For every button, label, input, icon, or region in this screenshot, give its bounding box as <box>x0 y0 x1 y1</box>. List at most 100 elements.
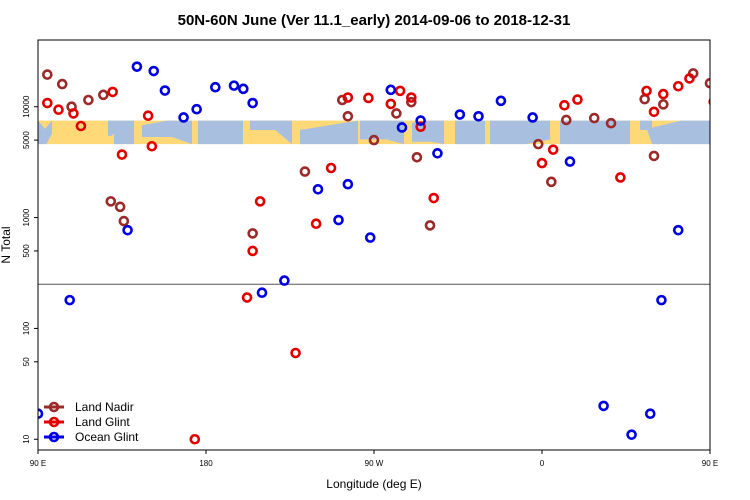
map-ocean <box>114 120 134 145</box>
x-tick-label: 180 <box>199 459 213 468</box>
y-tick-label: 10 <box>22 434 31 443</box>
data-point <box>310 218 322 230</box>
y-axis-label: N Total <box>0 226 13 263</box>
data-point <box>648 106 660 118</box>
data-point <box>734 99 742 107</box>
y-tick-label: 1000 <box>22 208 31 226</box>
data-point <box>732 109 740 117</box>
data-point <box>363 92 374 104</box>
data-point <box>406 92 417 103</box>
data-point <box>588 112 600 124</box>
data-point <box>454 109 466 120</box>
map-ocean <box>640 120 652 145</box>
data-point <box>547 144 559 155</box>
data-point <box>605 117 617 129</box>
data-point <box>148 65 160 77</box>
data-point <box>415 115 426 126</box>
legend-marker <box>48 431 60 443</box>
data-point <box>704 77 710 89</box>
data-point <box>639 93 650 105</box>
data-point <box>68 108 79 119</box>
x-axis-ticks: 90 E 180 90 W 0 90 E <box>30 450 718 468</box>
x-tick-label: 90 W <box>365 459 384 468</box>
x-tick-label: 0 <box>540 459 545 468</box>
data-point <box>122 224 133 236</box>
legend-item: Ocean Glint <box>44 430 139 444</box>
data-point <box>684 73 695 84</box>
map-ocean <box>198 120 243 145</box>
data-point <box>391 108 402 119</box>
map-ocean <box>652 120 710 145</box>
series-ocean-glint <box>38 61 748 440</box>
map-ocean <box>108 120 114 136</box>
y-tick-label: 500 <box>22 244 31 258</box>
data-point <box>105 196 117 207</box>
data-point <box>527 112 538 123</box>
data-point <box>559 100 570 111</box>
y-tick-label: 5000 <box>22 131 31 149</box>
data-point <box>228 80 240 91</box>
data-point <box>238 83 249 95</box>
data-point <box>159 85 171 96</box>
data-point <box>598 400 609 412</box>
data-point <box>256 287 268 299</box>
data-point <box>495 95 507 107</box>
legend-marker <box>48 401 60 413</box>
data-point <box>396 122 408 133</box>
data-point <box>536 157 548 169</box>
data-point <box>333 214 344 226</box>
data-point <box>626 429 637 440</box>
data-point <box>644 408 656 420</box>
data-point <box>424 220 436 231</box>
data-point <box>740 87 748 95</box>
y-axis-ticks: 10 50 100 500 1000 5000 10000 <box>22 95 38 444</box>
data-point <box>131 61 143 72</box>
data-point <box>672 224 684 236</box>
data-point <box>64 294 76 306</box>
data-point <box>42 97 53 109</box>
y-tick-label: 50 <box>22 357 31 366</box>
map-band <box>38 120 710 145</box>
data-point <box>53 104 64 116</box>
data-point <box>385 98 397 110</box>
data-point <box>38 408 44 420</box>
map-ocean <box>412 120 444 145</box>
data-point <box>191 103 202 115</box>
data-point <box>75 120 87 132</box>
data-point <box>247 97 258 109</box>
data-point <box>178 112 189 123</box>
data-point <box>241 292 253 303</box>
data-point <box>368 134 380 146</box>
data-point <box>560 114 572 126</box>
data-point <box>415 121 426 133</box>
data-point <box>364 232 376 243</box>
data-point <box>564 156 576 167</box>
data-point <box>254 196 266 207</box>
data-point <box>342 92 354 103</box>
y-tick-label: 10000 <box>22 95 31 118</box>
data-point <box>572 94 583 105</box>
map-ocean <box>142 120 192 145</box>
data-point <box>708 97 710 106</box>
data-point <box>290 347 301 359</box>
map-ocean <box>300 120 358 145</box>
data-point <box>299 166 311 177</box>
data-point <box>656 294 667 306</box>
map-ocean <box>455 120 485 145</box>
series-land-glint <box>42 73 748 445</box>
legend-label: Ocean Glint <box>75 430 139 444</box>
map-ocean <box>560 120 630 145</box>
data-point <box>279 275 290 286</box>
x-tick-label: 90 E <box>30 459 46 468</box>
plot-frame <box>37 39 711 451</box>
map-ocean <box>250 120 292 145</box>
data-point <box>740 122 748 130</box>
data-point <box>247 228 258 239</box>
data-point <box>189 433 201 445</box>
legend-label: Land Nadir <box>75 400 134 414</box>
data-point <box>146 140 158 152</box>
x-axis-label: Longitude (deg E) <box>326 477 421 491</box>
data-point <box>615 172 626 183</box>
